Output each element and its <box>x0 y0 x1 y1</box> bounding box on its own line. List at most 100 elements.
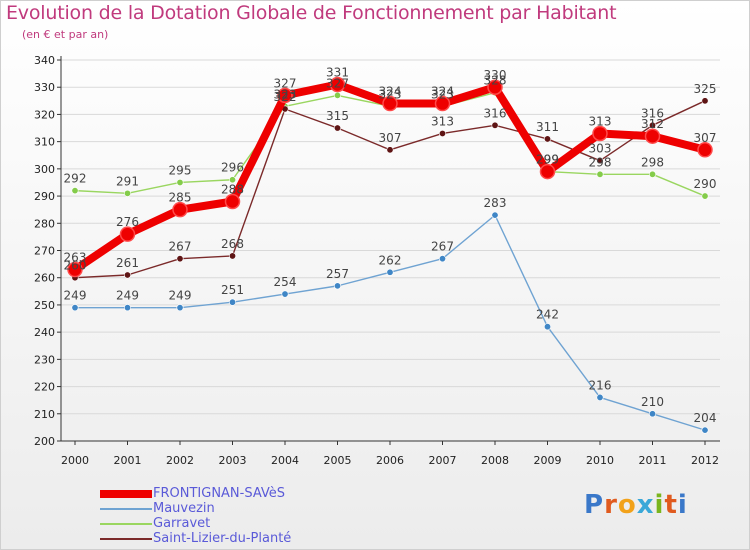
data-point <box>386 268 394 276</box>
legend-label: FRONTIGNAN-SAVèS <box>153 486 286 501</box>
data-label: 251 <box>221 283 244 297</box>
data-label: 299 <box>536 153 559 167</box>
data-point <box>487 79 503 95</box>
x-tick-label: 2011 <box>639 454 667 467</box>
data-point <box>71 187 79 195</box>
data-point <box>644 128 661 144</box>
y-tick-label: 320 <box>34 108 55 121</box>
x-tick-label: 2006 <box>376 454 404 467</box>
x-tick-label: 2005 <box>324 454 352 467</box>
data-point <box>596 157 604 165</box>
data-point <box>701 97 709 105</box>
data-label: 288 <box>221 183 244 197</box>
y-tick-label: 260 <box>34 272 55 285</box>
data-point <box>281 290 289 298</box>
data-label: 249 <box>116 289 139 303</box>
data-label: 242 <box>536 308 559 322</box>
data-point <box>71 304 79 312</box>
data-label: 316 <box>484 106 507 120</box>
logo-letter: o <box>617 490 637 520</box>
data-label: 283 <box>484 196 507 210</box>
data-label: 285 <box>169 191 192 205</box>
data-label: 290 <box>694 177 717 191</box>
x-tick-label: 2002 <box>166 454 194 467</box>
data-point <box>229 298 237 306</box>
y-tick-label: 310 <box>34 136 55 149</box>
data-label: 268 <box>221 237 244 251</box>
data-label: 316 <box>641 106 664 120</box>
data-point <box>67 261 83 278</box>
data-label: 331 <box>326 65 349 79</box>
x-tick-label: 2010 <box>586 454 614 467</box>
data-point <box>596 393 604 401</box>
data-label: 249 <box>169 289 192 303</box>
data-label: 296 <box>221 161 244 175</box>
data-point <box>172 201 188 218</box>
data-point <box>596 170 604 178</box>
data-point <box>543 323 551 331</box>
data-point <box>329 76 346 93</box>
legend-swatch <box>100 508 152 510</box>
data-label: 261 <box>116 256 139 270</box>
legend-label: Mauvezin <box>153 501 215 516</box>
data-label: 210 <box>641 395 664 409</box>
y-tick-label: 340 <box>34 54 55 67</box>
x-tick-label: 2008 <box>481 454 509 467</box>
data-point <box>176 178 184 186</box>
logo-letter: P <box>584 490 605 520</box>
y-tick-label: 270 <box>34 245 55 258</box>
data-label: 291 <box>116 174 139 188</box>
data-label: 312 <box>641 117 664 131</box>
data-label: 311 <box>536 120 559 134</box>
data-label: 298 <box>641 155 664 169</box>
logo-letter: i <box>654 490 665 520</box>
data-point <box>176 304 184 312</box>
x-tick-label: 2003 <box>219 454 247 467</box>
data-point <box>701 426 709 434</box>
y-tick-label: 230 <box>34 353 55 366</box>
data-label: 324 <box>431 85 454 99</box>
x-tick-label: 2012 <box>691 454 719 467</box>
data-label: 295 <box>169 163 192 177</box>
data-point <box>539 163 556 180</box>
y-tick-label: 240 <box>34 326 55 339</box>
data-label: 315 <box>326 109 349 123</box>
data-label: 257 <box>326 267 349 281</box>
data-point <box>438 129 446 137</box>
data-point <box>648 410 656 418</box>
data-label: 276 <box>116 215 139 229</box>
data-label: 262 <box>379 253 402 267</box>
data-point <box>333 124 341 132</box>
data-label: 323 <box>379 87 402 101</box>
chart-title: Evolution de la Dotation Globale de Fonc… <box>6 2 617 24</box>
data-point <box>224 193 241 210</box>
data-point <box>124 189 132 197</box>
data-label: 322 <box>274 90 297 104</box>
logo-letter: x <box>636 490 655 520</box>
x-tick-label: 2007 <box>429 454 457 467</box>
data-point <box>333 282 341 290</box>
data-label: 292 <box>64 172 87 186</box>
data-label: 313 <box>431 114 454 128</box>
y-tick-label: 300 <box>34 163 55 176</box>
data-point <box>543 135 551 143</box>
data-point <box>697 142 713 158</box>
logo-letter: i <box>677 490 688 520</box>
y-tick-label: 290 <box>34 190 55 203</box>
data-point <box>229 176 237 184</box>
data-label: 325 <box>694 82 717 96</box>
logo-letter: r <box>604 490 618 520</box>
data-label: 327 <box>326 76 349 90</box>
data-label: 267 <box>431 240 454 254</box>
data-label: 324 <box>379 85 402 99</box>
data-point <box>277 87 293 104</box>
y-tick-label: 280 <box>34 217 55 230</box>
proxiti-logo: Proxiti <box>584 490 688 520</box>
data-label: 323 <box>431 87 454 101</box>
y-tick-label: 220 <box>34 381 55 394</box>
data-label: 263 <box>64 251 87 265</box>
data-label: 216 <box>589 378 612 392</box>
data-point <box>124 271 132 279</box>
legend-swatch <box>100 523 152 525</box>
data-label: 330 <box>484 68 507 82</box>
